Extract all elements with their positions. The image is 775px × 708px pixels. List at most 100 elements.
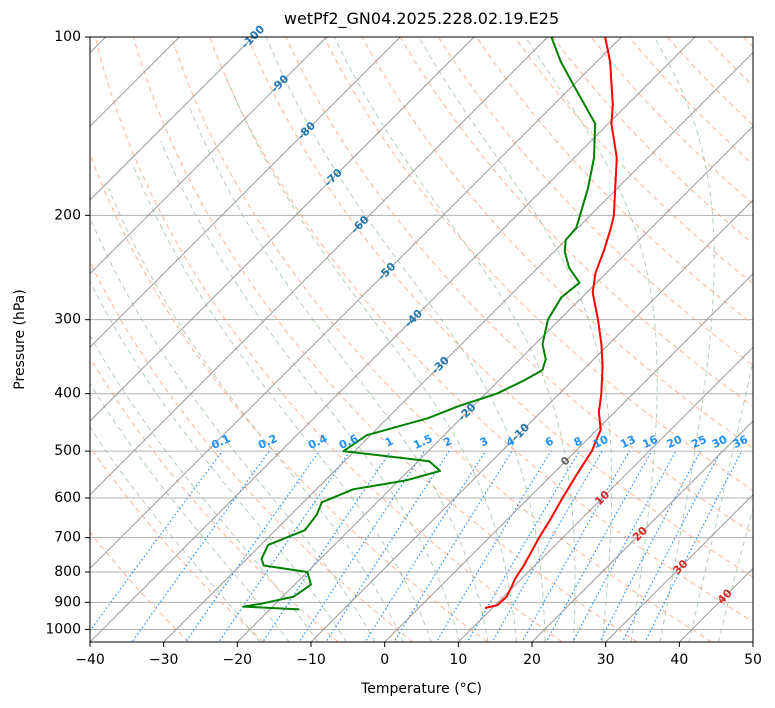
mixing-ratio-line (435, 450, 552, 642)
mixing-ratio-label: 6 (543, 434, 556, 449)
mixing-ratio-label: 2 (442, 434, 454, 449)
dry-adiabat (514, 37, 753, 285)
x-tick-label: 20 (523, 652, 541, 668)
isotherm (90, 37, 549, 496)
moist-adiabat (653, 37, 715, 642)
moist-adiabat (524, 37, 658, 642)
moist-adiabat (90, 334, 319, 642)
mixing-ratio-label: 13 (618, 433, 637, 451)
profiles (242, 37, 618, 611)
dry-adiabat (209, 37, 753, 623)
dry-adiabat (552, 37, 753, 245)
dry-adiabat (743, 37, 753, 48)
mixing-ratio-label: 0.1 (209, 432, 232, 452)
y-tick-label: 500 (54, 443, 81, 459)
dry-adiabat (94, 37, 563, 642)
isotherm (90, 37, 696, 642)
moist-adiabat (90, 280, 347, 642)
mixing-ratio-line (364, 450, 486, 642)
chart-title: wetPf2_GN04.2025.228.02.19.E25 (284, 9, 559, 29)
dewpoint-profile (242, 37, 597, 611)
y-axis-label: Pressure (hPa) (12, 289, 28, 389)
moist-adiabat (188, 104, 489, 642)
dry-adiabat (399, 37, 753, 407)
x-axis-label: Temperature (°C) (360, 681, 482, 697)
plot-frame (89, 36, 754, 643)
y-tick-label: 200 (54, 207, 81, 223)
mixing-ratio-label: 30 (710, 433, 730, 451)
isotherm (310, 199, 753, 642)
mixing-ratio-line (325, 450, 450, 642)
moist-adiabat (717, 507, 753, 642)
y-tick-label: 800 (54, 564, 81, 580)
x-tick-label: −30 (149, 652, 179, 668)
mixing-ratio-line (262, 450, 392, 642)
mixing-ratio-line (621, 450, 722, 642)
mixing-ratio-label: 36 (731, 433, 751, 451)
isotherm (90, 37, 622, 570)
isotherm (678, 567, 753, 642)
background-lines (90, 37, 753, 642)
dry-adiabat (666, 37, 753, 126)
dry-adiabat (90, 260, 414, 642)
y-tick-label: 900 (54, 594, 81, 610)
mixing-ratio-label: 20 (665, 433, 685, 451)
mixing-ratio-label: 0.4 (306, 432, 329, 452)
dry-adiabat (704, 37, 753, 87)
mixing-ratio-line (545, 450, 653, 642)
x-tick-label: 0 (380, 652, 389, 668)
moist-adiabat (160, 141, 461, 642)
y-tick-label: 1000 (45, 621, 81, 637)
dry-adiabat (90, 531, 190, 642)
isotherm (236, 125, 753, 642)
mixing-ratio-label: 25 (689, 433, 708, 451)
isotherm (90, 37, 475, 422)
x-tick-label: 10 (449, 652, 467, 668)
isotherm (752, 641, 753, 642)
moist-adiabat (265, 37, 546, 642)
mixing-ratio-line (466, 450, 580, 642)
mixing-ratio-label: 8 (572, 434, 584, 449)
mixing-ratio-line (218, 450, 351, 642)
dry-adiabat (361, 37, 753, 449)
y-tick-label: 100 (54, 29, 81, 45)
mixing-ratio-label: 10 (591, 433, 611, 451)
mixing-ratio-label: 3 (478, 434, 490, 449)
temperature-profile (484, 37, 618, 609)
mixing-ratio-label: 16 (640, 433, 660, 451)
dry-adiabat (476, 37, 753, 325)
moist-adiabat (132, 165, 432, 642)
dry-adiabat (90, 152, 488, 642)
mixing-ratio-line (572, 450, 677, 642)
isotherm (531, 420, 753, 642)
dry-adiabat (132, 37, 638, 642)
x-tick-label: 30 (597, 652, 615, 668)
isotherm (384, 272, 753, 642)
dry-adiabat (90, 446, 264, 642)
moist-adiabat (688, 358, 753, 642)
x-tick-label: 50 (744, 652, 762, 668)
isotherm (90, 37, 328, 275)
y-tick-label: 700 (54, 530, 81, 546)
moist-adiabat (223, 72, 517, 642)
dry-adiabat (285, 37, 753, 535)
axes: −40 −30 −20 −10 0 10 20 30 40 50 1000 900 800 700 600 5… (45, 29, 762, 668)
mixing-ratio-line (599, 450, 702, 642)
mixing-ratio-line (644, 450, 743, 642)
isotherm (90, 37, 401, 349)
dry-adiabat (171, 37, 712, 642)
dry-adiabat (590, 37, 753, 205)
isotherm (90, 37, 254, 201)
mixing-ratio-line (393, 450, 513, 642)
isotherm (605, 493, 753, 642)
x-tick-label: −20 (223, 652, 253, 668)
dry-adiabat (323, 37, 753, 491)
moist-adiabat (418, 37, 613, 642)
mixing-ratio-line (491, 450, 603, 642)
x-tick-label: 40 (670, 652, 688, 668)
mixing-ratio-label: 1 (383, 434, 395, 449)
dry-adiabat (247, 37, 753, 578)
x-tick-label: −10 (296, 652, 326, 668)
x-tick-label: −40 (75, 652, 105, 668)
